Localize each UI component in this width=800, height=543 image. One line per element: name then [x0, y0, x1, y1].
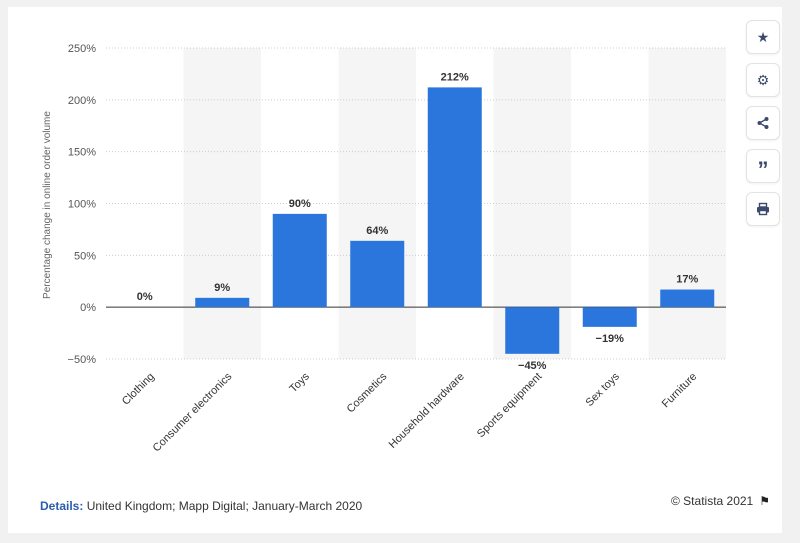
category-label: Toys — [287, 370, 312, 395]
y-tick-label: 250% — [68, 43, 96, 55]
star-button[interactable]: ★ — [746, 20, 780, 54]
data-labels: 0% 9% 90% 64% 212% −45% −19% 17% — [137, 71, 699, 371]
category-band — [183, 48, 261, 359]
star-icon: ★ — [756, 28, 770, 45]
data-label: 9% — [214, 282, 230, 294]
bar-chart: 250% 200% 150% 100% 50% 0% −50% 0% 9% 90% 64% 212%… — [42, 43, 726, 454]
statista-credit[interactable]: © Statista 2021 ⚑ — [671, 494, 770, 508]
gear-icon: ⚙ — [756, 71, 770, 88]
category-label: Sex toys — [584, 370, 623, 409]
data-label: 0% — [137, 291, 153, 303]
toolbar: ★ ⚙ ” — [746, 20, 782, 235]
y-axis-title: Percentage change in online order volume — [42, 111, 53, 299]
chart-card: 250% 200% 150% 100% 50% 0% −50% 0% 9% 90% 64% 212%… — [8, 7, 782, 533]
category-band — [648, 48, 726, 359]
category-band — [338, 48, 416, 359]
share-button[interactable] — [746, 106, 780, 140]
y-tick-label: 150% — [68, 147, 96, 159]
quote-icon: ” — [757, 157, 769, 182]
category-label: Clothing — [120, 371, 157, 408]
credit-text: © Statista 2021 — [671, 494, 754, 508]
details-text: United Kingdom; Mapp Digital; January-Ma… — [83, 499, 363, 513]
cite-button[interactable]: ” — [746, 149, 780, 183]
bar[interactable] — [660, 289, 715, 308]
category-label: Consumer electronics — [151, 370, 235, 454]
y-tick-label: 0% — [80, 302, 96, 314]
bar[interactable] — [272, 213, 327, 308]
data-label: −45% — [518, 360, 547, 372]
data-label: 64% — [366, 225, 388, 237]
bar[interactable] — [427, 87, 482, 308]
category-label: Furniture — [660, 371, 700, 411]
settings-button[interactable]: ⚙ — [746, 63, 780, 97]
bar[interactable] — [195, 297, 250, 308]
source-details: Details: United Kingdom; Mapp Digital; J… — [40, 499, 362, 513]
print-button[interactable] — [746, 192, 780, 226]
details-label: Details: — [40, 499, 84, 513]
print-icon — [757, 202, 769, 216]
data-label: 17% — [676, 274, 698, 286]
y-tick-label: −50% — [68, 354, 97, 366]
bar[interactable] — [350, 240, 405, 308]
flag-icon: ⚑ — [759, 494, 770, 508]
data-label: −19% — [596, 333, 625, 345]
y-tick-label: 100% — [68, 199, 96, 211]
bar[interactable] — [505, 307, 560, 354]
y-tick-label: 50% — [74, 250, 96, 262]
bar[interactable] — [582, 307, 637, 327]
category-label: Sports equipment — [475, 371, 544, 440]
bars — [195, 87, 715, 354]
data-label: 90% — [289, 198, 311, 210]
category-label: Cosmetics — [345, 370, 390, 415]
y-tick-label: 200% — [68, 95, 96, 107]
data-label: 212% — [441, 71, 469, 83]
category-label: Household hardware — [387, 371, 467, 451]
share-icon — [757, 117, 769, 129]
y-tick-labels: 250% 200% 150% 100% 50% 0% −50% — [68, 43, 97, 366]
